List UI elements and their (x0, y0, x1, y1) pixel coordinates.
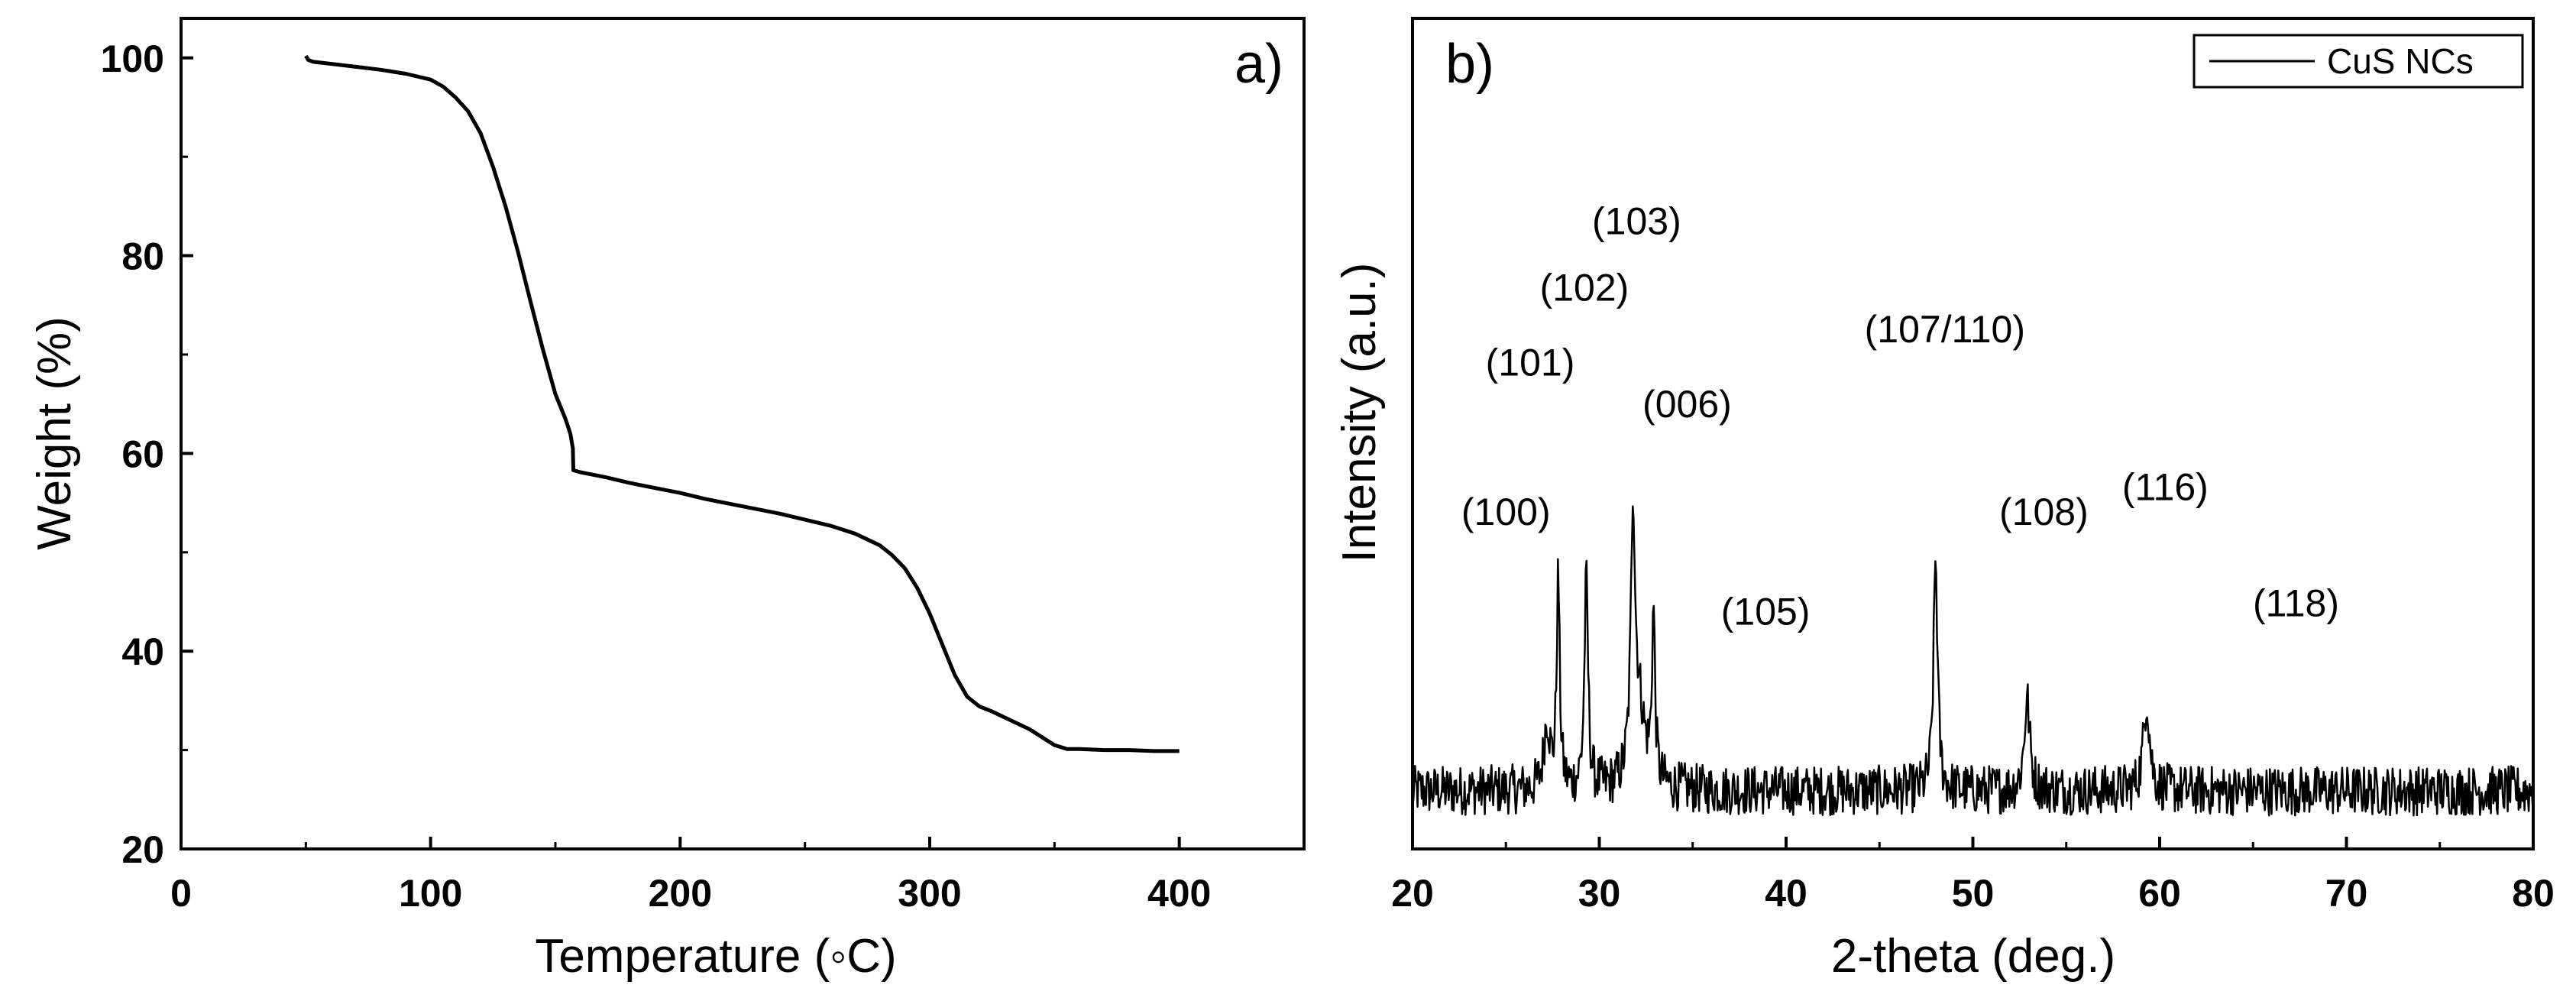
xrd-x-tick-label: 80 (2512, 872, 2555, 915)
tga-y-tick-label: 20 (121, 828, 164, 871)
tga-plot-area (304, 54, 1180, 753)
tga-y-ticks: 20 40 60 80 100 (101, 37, 193, 871)
xrd-x-tick-label: 30 (1578, 872, 1621, 915)
tga-y-tick-label: 80 (121, 235, 164, 278)
xrd-peak-label: (107/110) (1865, 308, 2025, 351)
xrd-legend: CuS NCs (2193, 34, 2524, 89)
tga-x-tick-label: 300 (898, 872, 961, 915)
xrd-y-axis-title: Intensity (a.u.) (1333, 263, 1386, 563)
tga-x-tick-label: 400 (1147, 872, 1211, 915)
tga-plot-frame (180, 17, 1306, 850)
xrd-x-axis-title: 2-theta (deg.) (1831, 930, 2115, 983)
xrd-x-ticks: 20 30 40 50 60 70 80 (1391, 837, 2555, 915)
xrd-plot-frame (1411, 17, 2535, 850)
xrd-x-tick-label: 20 (1391, 872, 1434, 915)
xrd-peak-label: (105) (1721, 591, 1811, 633)
xrd-peak-label: (102) (1540, 267, 1629, 309)
tga-weight-curve (304, 54, 1180, 753)
xrd-plot-area: (100) (101) (102) (103) (006) (105) (107/110) (… (1411, 200, 2534, 817)
tga-x-tick-label: 200 (649, 872, 712, 915)
tga-panel-label: a) (1235, 34, 1283, 95)
xrd-x-tick-label: 40 (1765, 872, 1807, 915)
xrd-peak-label: (116) (2122, 465, 2209, 508)
tga-x-tick-label: 100 (399, 872, 462, 915)
xrd-peak-label: (118) (2253, 582, 2339, 625)
xrd-peak-label: (108) (1999, 491, 2089, 533)
tga-y-tick-label: 100 (101, 37, 164, 80)
tga-x-ticks: 0 100 200 300 400 (170, 837, 1211, 915)
tga-x-axis-title: Temperature (◦C) (535, 930, 896, 983)
xrd-x-tick-label: 70 (2325, 872, 2368, 915)
xrd-peak-label: (103) (1592, 200, 1681, 243)
xrd-x-tick-label: 50 (1952, 872, 1995, 915)
xrd-panel-label: b) (1445, 34, 1494, 95)
xrd-x-tick-label: 60 (2138, 872, 2181, 915)
chart-panel-a: a) 0 100 200 300 400 20 40 60 80 100 Temperature… (28, 17, 1306, 983)
xrd-peak-label: (101) (1486, 341, 1575, 384)
chart-panel-b: (100) (101) (102) (103) (006) (105) (107/110) (… (1333, 17, 2555, 983)
xrd-peak-label: (006) (1642, 383, 1732, 426)
tga-y-tick-label: 60 (121, 432, 164, 475)
tga-x-tick-label: 0 (170, 872, 192, 915)
legend-label: CuS NCs (2327, 41, 2474, 81)
tga-y-tick-label: 40 (121, 630, 164, 673)
xrd-pattern-curve (1411, 505, 2534, 817)
xrd-peak-label: (100) (1461, 491, 1551, 533)
tga-y-axis-title: Weight (%) (28, 316, 81, 550)
